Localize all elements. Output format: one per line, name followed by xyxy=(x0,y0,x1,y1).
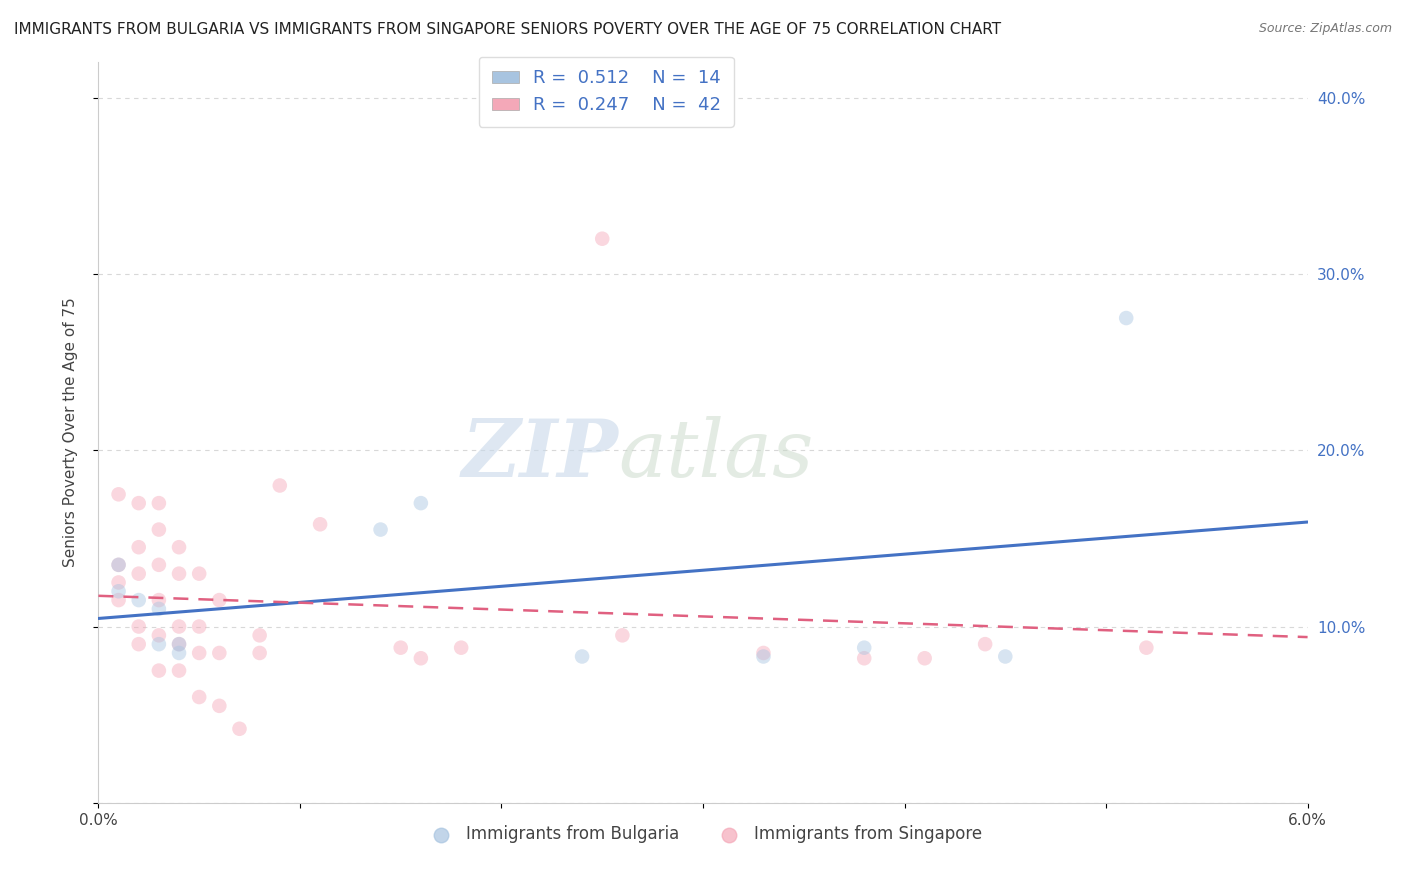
Point xyxy=(1115,311,1137,326)
Point xyxy=(128,593,150,607)
Point xyxy=(148,602,170,616)
Point xyxy=(188,566,211,581)
Point xyxy=(591,232,613,246)
Point xyxy=(450,640,472,655)
Point xyxy=(167,619,190,633)
Point xyxy=(208,698,231,713)
Point xyxy=(409,651,432,665)
Point xyxy=(107,593,129,607)
Point xyxy=(269,478,291,492)
Point xyxy=(389,640,412,655)
Point xyxy=(208,593,231,607)
Point xyxy=(228,722,250,736)
Point xyxy=(148,628,170,642)
Point xyxy=(409,496,432,510)
Point xyxy=(148,593,170,607)
Point xyxy=(752,649,775,664)
Point xyxy=(107,487,129,501)
Point xyxy=(571,649,593,664)
Point xyxy=(128,540,150,554)
Point xyxy=(249,628,271,642)
Text: Source: ZipAtlas.com: Source: ZipAtlas.com xyxy=(1258,22,1392,36)
Text: IMMIGRANTS FROM BULGARIA VS IMMIGRANTS FROM SINGAPORE SENIORS POVERTY OVER THE A: IMMIGRANTS FROM BULGARIA VS IMMIGRANTS F… xyxy=(14,22,1001,37)
Point xyxy=(752,646,775,660)
Point xyxy=(974,637,997,651)
Point xyxy=(994,649,1017,664)
Point xyxy=(1135,640,1157,655)
Legend: Immigrants from Bulgaria, Immigrants from Singapore: Immigrants from Bulgaria, Immigrants fro… xyxy=(418,819,988,850)
Point xyxy=(128,566,150,581)
Point xyxy=(107,558,129,572)
Point xyxy=(167,637,190,651)
Point xyxy=(249,646,271,660)
Y-axis label: Seniors Poverty Over the Age of 75: Seniors Poverty Over the Age of 75 xyxy=(63,298,77,567)
Point xyxy=(208,646,231,660)
Point xyxy=(107,558,129,572)
Point xyxy=(148,496,170,510)
Point xyxy=(309,517,332,532)
Point xyxy=(148,558,170,572)
Point xyxy=(167,566,190,581)
Point xyxy=(128,619,150,633)
Point xyxy=(128,496,150,510)
Point xyxy=(167,646,190,660)
Point xyxy=(853,651,876,665)
Point xyxy=(148,637,170,651)
Point xyxy=(188,690,211,704)
Point xyxy=(370,523,392,537)
Point xyxy=(107,575,129,590)
Point xyxy=(128,637,150,651)
Point xyxy=(914,651,936,665)
Point xyxy=(612,628,634,642)
Point xyxy=(188,619,211,633)
Point xyxy=(167,540,190,554)
Point xyxy=(167,637,190,651)
Text: ZIP: ZIP xyxy=(461,416,619,493)
Point xyxy=(853,640,876,655)
Text: atlas: atlas xyxy=(619,416,814,493)
Point xyxy=(148,523,170,537)
Point xyxy=(148,664,170,678)
Point xyxy=(167,664,190,678)
Point xyxy=(107,584,129,599)
Point xyxy=(188,646,211,660)
